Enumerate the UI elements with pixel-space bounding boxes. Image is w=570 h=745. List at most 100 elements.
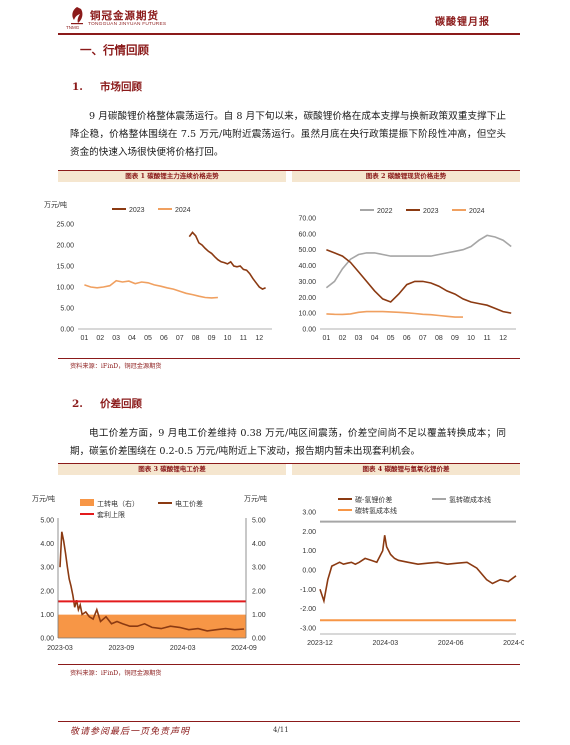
x-tick-label: 12 <box>255 335 263 342</box>
figure-row1-top-rule <box>58 170 520 171</box>
y-right-tick-label: 0.00 <box>252 636 266 643</box>
y-axis-unit-label: 万元/吨 <box>32 494 55 503</box>
legend-2023-label: 2023 <box>423 208 439 215</box>
x-tick-label: 2024-06 <box>438 640 464 647</box>
chart-electro-industrial-spread: 万元/吨 万元/吨 0.00 0.00 1.00 1.00 2.00 2.00 3.00 3.00… <box>32 494 267 652</box>
figure4-title: 图表 4 碳酸锂与氢氧化锂价差 <box>362 465 450 473</box>
x-tick-label: 08 <box>192 335 200 342</box>
spread-review-paragraph: 电工价差方面，9 月电工价差维持 0.38 万元/吨区间震荡，价差空间尚不足以覆… <box>70 428 506 457</box>
x-tick-label: 02 <box>96 335 104 342</box>
y-tick-label: 20.00 <box>56 243 74 250</box>
y-right-tick-label: 1.00 <box>252 612 266 619</box>
y-right-tick-label: 3.00 <box>252 565 266 572</box>
report-type: 碳酸锂月报 <box>435 17 490 28</box>
y-tick-label: 2.00 <box>40 588 54 595</box>
x-tick-label: 2023-03 <box>47 645 73 652</box>
series-line-2024 <box>326 310 463 318</box>
market-review-paragraph: 9 月碳酸锂价格整体震荡运行。自 8 月下旬以来，碳酸锂价格在成本支撑与换新政策… <box>70 111 506 158</box>
y-tick-label: 40.00 <box>298 263 316 270</box>
x-tick-label: 04 <box>371 335 379 342</box>
x-tick-label: 2023-12 <box>307 640 333 647</box>
figure3-title-bar: 图表 3 碳酸锂电工价差 <box>58 464 286 475</box>
x-tick-label: 03 <box>355 335 363 342</box>
y-tick-label: 1.00 <box>302 548 316 555</box>
x-tick-label: 2023-09 <box>108 645 134 652</box>
legend-2024-label: 2024 <box>469 208 485 215</box>
legend-2023-label: 2023 <box>129 207 145 214</box>
figure-row2-source: 资料来源：iFinD，铜冠金源期货 <box>70 670 162 677</box>
subsection-spread-review: 2. 价差回顾 <box>72 396 142 411</box>
brand-name-cn: 铜冠金源期货 <box>90 10 159 22</box>
legend-spread-label: 电工价差 <box>175 499 203 508</box>
footer-disclaimer: 敬请参阅最后一页免责声明 <box>70 727 191 737</box>
y-tick-label: 2.00 <box>302 529 316 536</box>
x-tick-label: 04 <box>128 335 136 342</box>
y-right-tick-label: 4.00 <box>252 541 266 548</box>
section-title: 一、行情回顾 <box>80 43 149 57</box>
subsection-title: 价差回顾 <box>100 398 142 410</box>
series-line-spread <box>59 531 245 632</box>
x-tick-label: 03 <box>112 335 120 342</box>
y-right-tick-label: 5.00 <box>252 518 266 525</box>
y-tick-label: -3.00 <box>300 626 316 633</box>
figure2-title: 图表 2 碳酸锂现货价格走势 <box>365 172 447 180</box>
subsection-market-review: 1. 市场回顾 <box>72 79 142 94</box>
series-line-2022 <box>325 234 512 289</box>
figure-row1-source: 资料来源：iFinD，铜冠金源期货 <box>70 363 162 370</box>
series-line-carbonate-hydroxide-spread <box>319 535 517 605</box>
chart-spot-price: 0.00 10.00 20.00 30.00 40.00 50.00 60.00 70.00 0… <box>298 208 516 342</box>
x-tick-label: 09 <box>451 335 459 342</box>
legend-carbonate-to-hydroxide-label: 碳转氢成本线 <box>355 506 397 515</box>
x-tick-label: 2024-03 <box>372 640 398 647</box>
header-divider <box>58 33 520 35</box>
y-axis-right-unit-label: 万元/吨 <box>244 494 267 503</box>
legend-industrial-to-battery-label: 工转电（右） <box>97 499 139 508</box>
series-line-2024 <box>84 279 218 299</box>
series-line-2023 <box>326 248 512 314</box>
page-header: TNMG 铜冠金源期货 TONGGUAN JINYUAN FUTURES 碳酸锂… <box>0 0 570 35</box>
y-tick-label: 60.00 <box>298 231 316 238</box>
y-tick-label: 0.00 <box>60 327 74 334</box>
x-tick-label: 06 <box>403 335 411 342</box>
y-tick-label: 10.00 <box>298 311 316 318</box>
legend-hydroxide-to-carbonate-label: 氢转碳成本线 <box>449 495 491 504</box>
y-tick-label: 5.00 <box>40 518 54 525</box>
figure-row2-top-rule <box>58 463 520 464</box>
subsection-title: 市场回顾 <box>100 81 142 93</box>
x-tick-label: 08 <box>435 335 443 342</box>
y-tick-label: 0.00 <box>302 568 316 575</box>
x-tick-label: 07 <box>176 335 184 342</box>
figure1-title-bar: 图表 1 碳酸锂主力连续价格走势 <box>58 171 286 182</box>
x-tick-label: 05 <box>144 335 152 342</box>
legend-2024-label: 2024 <box>175 207 191 214</box>
legend-2022-label: 2022 <box>377 208 393 215</box>
page-number: 4/11 <box>273 726 289 734</box>
y-tick-label: 1.00 <box>40 612 54 619</box>
y-tick-label: 0.00 <box>40 636 54 643</box>
legend-spread-label: 碳-氢锂价差 <box>355 495 392 504</box>
y-tick-label: 15.00 <box>56 264 74 271</box>
y-tick-label: 70.00 <box>298 216 316 223</box>
figure4-title-bar: 图表 4 碳酸锂与氢氧化锂价差 <box>292 464 520 475</box>
x-tick-label: 10 <box>467 335 475 342</box>
subsection-number: 1. <box>72 81 83 93</box>
x-tick-label: 09 <box>208 335 216 342</box>
y-tick-label: 10.00 <box>56 285 74 292</box>
y-tick-label: 25.00 <box>56 222 74 229</box>
figure3-title: 图表 3 碳酸锂电工价差 <box>138 465 206 473</box>
y-tick-label: 4.00 <box>40 541 54 548</box>
x-tick-label: 01 <box>323 335 331 342</box>
x-tick-label: 10 <box>224 335 232 342</box>
subsection-number: 2. <box>72 398 83 410</box>
y-tick-label: 3.00 <box>40 565 54 572</box>
logo-abbr: TNMG <box>66 25 80 30</box>
company-logo-icon <box>71 7 83 25</box>
y-tick-label: -1.00 <box>300 587 316 594</box>
brand-name-en: TONGGUAN JINYUAN FUTURES <box>88 22 167 27</box>
x-tick-label: 2024-03 <box>170 645 196 652</box>
chart-carbonate-hydroxide-spread: -3.00 -2.00 -1.00 0.00 1.00 2.00 3.00 2023-12 20… <box>300 495 524 647</box>
figure-row2-bottom-rule <box>58 664 520 665</box>
footer-divider <box>58 721 520 722</box>
figure2-title-bar: 图表 2 碳酸锂现货价格走势 <box>292 171 520 182</box>
legend-arbitrage-cap-label: 套利上限 <box>97 510 125 519</box>
